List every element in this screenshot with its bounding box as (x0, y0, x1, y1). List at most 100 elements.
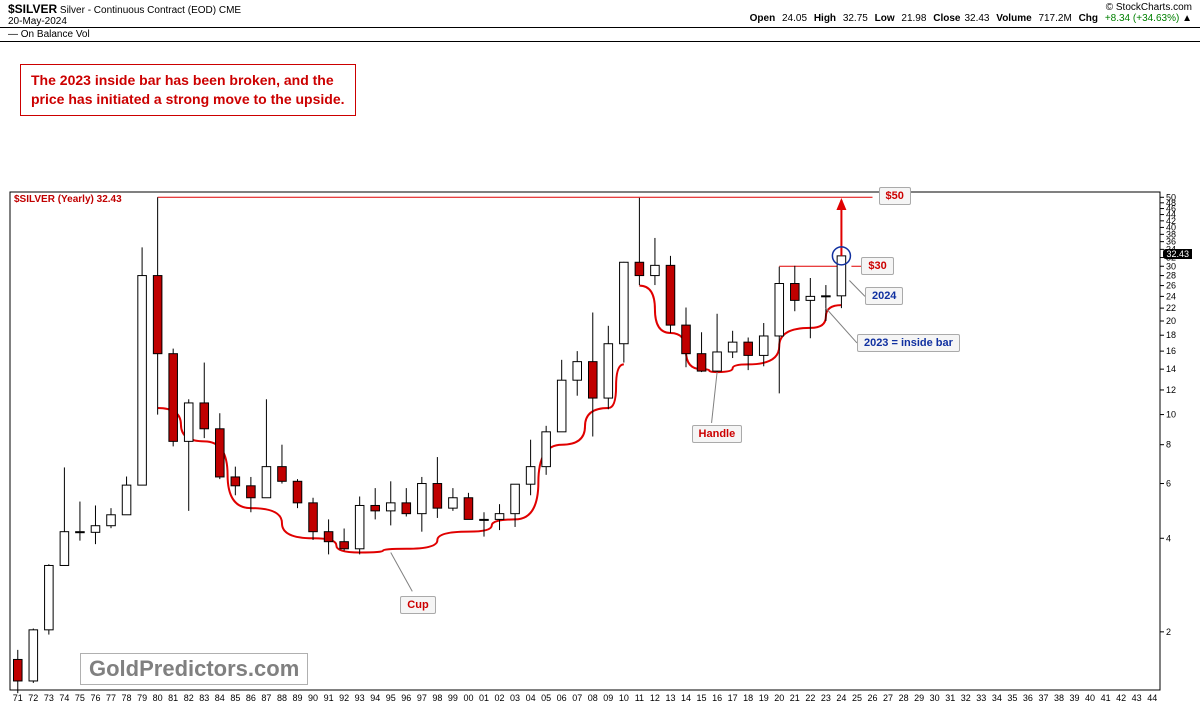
price-flag: 32.43 (1163, 249, 1192, 259)
candlestick-chart: 2468101214161820222426283032343638404244… (0, 42, 1200, 705)
svg-text:76: 76 (90, 693, 100, 703)
svg-text:27: 27 (883, 693, 893, 703)
svg-text:07: 07 (572, 693, 582, 703)
svg-text:08: 08 (588, 693, 598, 703)
svg-text:83: 83 (199, 693, 209, 703)
svg-text:85: 85 (230, 693, 240, 703)
series-label: $SILVER (Yearly) 32.43 (14, 194, 122, 205)
svg-text:89: 89 (292, 693, 302, 703)
svg-text:25: 25 (852, 693, 862, 703)
svg-text:18: 18 (1166, 330, 1176, 340)
svg-text:20: 20 (1166, 316, 1176, 326)
svg-text:29: 29 (914, 693, 924, 703)
svg-text:05: 05 (541, 693, 551, 703)
callout-30: $30 (861, 257, 893, 275)
svg-text:97: 97 (417, 693, 427, 703)
svg-text:10: 10 (1166, 410, 1176, 420)
svg-text:39: 39 (1070, 693, 1080, 703)
svg-text:18: 18 (743, 693, 753, 703)
svg-text:98: 98 (432, 693, 442, 703)
svg-text:95: 95 (386, 693, 396, 703)
svg-text:73: 73 (44, 693, 54, 703)
svg-text:15: 15 (697, 693, 707, 703)
svg-text:87: 87 (261, 693, 271, 703)
svg-text:35: 35 (1007, 693, 1017, 703)
svg-text:38: 38 (1054, 693, 1064, 703)
svg-text:01: 01 (479, 693, 489, 703)
svg-text:24: 24 (1166, 291, 1176, 301)
svg-text:33: 33 (976, 693, 986, 703)
svg-text:04: 04 (526, 693, 536, 703)
svg-text:90: 90 (308, 693, 318, 703)
svg-text:30: 30 (930, 693, 940, 703)
svg-text:80: 80 (153, 693, 163, 703)
svg-text:09: 09 (603, 693, 613, 703)
svg-text:6: 6 (1166, 479, 1171, 489)
annotation-box: The 2023 inside bar has been broken, and… (20, 64, 356, 116)
svg-text:94: 94 (370, 693, 380, 703)
svg-text:82: 82 (184, 693, 194, 703)
svg-text:22: 22 (1166, 303, 1176, 313)
svg-text:43: 43 (1132, 693, 1142, 703)
svg-text:81: 81 (168, 693, 178, 703)
svg-text:8: 8 (1166, 440, 1171, 450)
svg-text:34: 34 (992, 693, 1002, 703)
svg-text:21: 21 (790, 693, 800, 703)
chart-container: 2468101214161820222426283032343638404244… (0, 42, 1200, 705)
svg-text:02: 02 (495, 693, 505, 703)
svg-text:17: 17 (728, 693, 738, 703)
source-attribution: © StockCharts.com (1106, 2, 1192, 13)
svg-text:26: 26 (867, 693, 877, 703)
svg-text:44: 44 (1147, 693, 1157, 703)
callout-50: $50 (879, 187, 911, 205)
svg-text:42: 42 (1116, 693, 1126, 703)
chart-date: 20-May-2024 (8, 16, 67, 27)
svg-text:78: 78 (122, 693, 132, 703)
svg-text:92: 92 (339, 693, 349, 703)
svg-text:31: 31 (945, 693, 955, 703)
svg-text:93: 93 (355, 693, 365, 703)
svg-text:4: 4 (1166, 533, 1171, 543)
svg-text:88: 88 (277, 693, 287, 703)
svg-text:91: 91 (324, 693, 334, 703)
svg-text:77: 77 (106, 693, 116, 703)
svg-text:79: 79 (137, 693, 147, 703)
svg-text:96: 96 (401, 693, 411, 703)
svg-text:13: 13 (665, 693, 675, 703)
callout-2024: 2024 (865, 287, 903, 305)
symbol: $SILVER (8, 2, 57, 16)
watermark: GoldPredictors.com (80, 653, 308, 685)
svg-text:28: 28 (899, 693, 909, 703)
svg-text:41: 41 (1101, 693, 1111, 703)
indicator-label: — On Balance Vol (0, 28, 1200, 42)
svg-text:28: 28 (1166, 271, 1176, 281)
svg-text:75: 75 (75, 693, 85, 703)
svg-text:14: 14 (681, 693, 691, 703)
svg-text:40: 40 (1085, 693, 1095, 703)
svg-text:99: 99 (448, 693, 458, 703)
svg-text:37: 37 (1038, 693, 1048, 703)
svg-text:23: 23 (821, 693, 831, 703)
callout-handle: Handle (692, 425, 743, 443)
svg-text:06: 06 (557, 693, 567, 703)
svg-text:19: 19 (759, 693, 769, 703)
svg-text:12: 12 (1166, 385, 1176, 395)
svg-text:26: 26 (1166, 281, 1176, 291)
svg-text:86: 86 (246, 693, 256, 703)
svg-text:36: 36 (1023, 693, 1033, 703)
svg-text:84: 84 (215, 693, 225, 703)
svg-text:32: 32 (961, 693, 971, 703)
svg-text:74: 74 (59, 693, 69, 703)
svg-text:00: 00 (463, 693, 473, 703)
svg-text:16: 16 (1166, 346, 1176, 356)
ohlc-row: Open 24.05 High 32.75 Low 21.98 Close32.… (746, 13, 1192, 24)
svg-text:11: 11 (635, 693, 644, 703)
svg-text:10: 10 (619, 693, 629, 703)
svg-text:16: 16 (712, 693, 722, 703)
symbol-desc: Silver - Continuous Contract (EOD) CME (60, 5, 241, 16)
svg-text:12: 12 (650, 693, 660, 703)
callout-inside-bar: 2023 = inside bar (857, 334, 960, 352)
svg-text:22: 22 (805, 693, 815, 703)
svg-text:72: 72 (28, 693, 38, 703)
svg-text:14: 14 (1166, 364, 1176, 374)
